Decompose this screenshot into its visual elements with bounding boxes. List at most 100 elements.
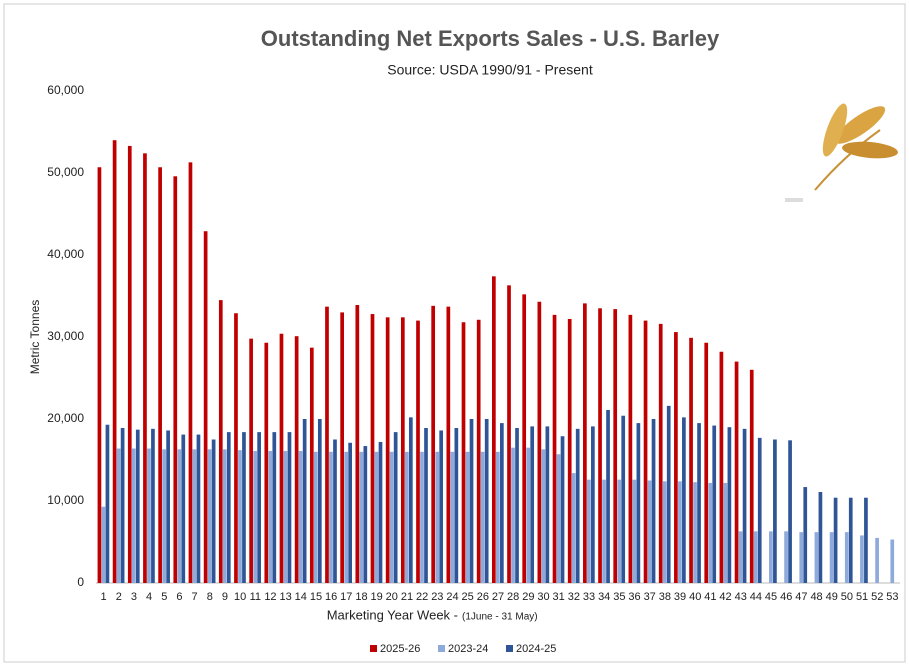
bar xyxy=(106,425,110,583)
bar xyxy=(394,432,398,583)
bar xyxy=(561,436,565,583)
bar xyxy=(348,443,352,583)
y-tick-label: 50,000 xyxy=(47,165,84,179)
bar xyxy=(784,531,788,583)
bar xyxy=(557,454,561,583)
bar xyxy=(379,442,383,583)
x-tick-label: 22 xyxy=(416,591,428,603)
legend-label: 2025-26 xyxy=(380,643,420,655)
bar xyxy=(845,532,849,583)
bar xyxy=(234,313,238,583)
bar xyxy=(819,492,823,583)
bar xyxy=(219,300,223,583)
bar xyxy=(477,320,481,583)
bar xyxy=(583,303,587,583)
bar xyxy=(329,452,333,583)
bar xyxy=(151,429,155,583)
bar xyxy=(435,452,439,583)
x-tick-label: 10 xyxy=(234,591,246,603)
y-tick-label: 10,000 xyxy=(47,493,84,507)
bar xyxy=(522,294,526,583)
bar xyxy=(637,423,641,583)
bar xyxy=(667,406,671,583)
bar xyxy=(299,451,303,583)
bar xyxy=(606,410,610,583)
bar xyxy=(864,498,868,583)
bar xyxy=(288,432,292,583)
bar xyxy=(572,473,576,583)
bar xyxy=(371,314,375,583)
x-tick-label: 33 xyxy=(583,591,595,603)
bar xyxy=(546,426,550,583)
x-tick-label: 21 xyxy=(401,591,413,603)
bar xyxy=(678,481,682,583)
bar xyxy=(204,231,208,583)
bar xyxy=(712,426,716,583)
bar xyxy=(344,452,348,583)
bar xyxy=(439,430,443,583)
x-tick-label: 31 xyxy=(553,591,565,603)
bar xyxy=(375,452,379,583)
bar xyxy=(617,480,621,583)
bar xyxy=(310,348,314,583)
x-tick-label: 9 xyxy=(222,591,228,603)
bar xyxy=(773,440,777,584)
bar xyxy=(355,305,359,583)
bar xyxy=(227,432,231,583)
x-tick-label: 2 xyxy=(116,591,122,603)
y-tick-label: 60,000 xyxy=(47,83,84,97)
bar xyxy=(507,285,511,583)
x-tick-label: 34 xyxy=(598,591,610,603)
bar xyxy=(333,440,337,584)
x-tick-label: 30 xyxy=(537,591,549,603)
x-tick-label: 42 xyxy=(719,591,731,603)
x-tick-label: 8 xyxy=(207,591,213,603)
x-tick-label: 45 xyxy=(765,591,777,603)
x-tick-label: 35 xyxy=(613,591,625,603)
bar xyxy=(318,419,322,583)
bar xyxy=(212,440,216,584)
bar xyxy=(511,448,515,583)
bar xyxy=(208,449,212,583)
bar xyxy=(280,334,284,583)
bar xyxy=(633,480,637,583)
y-tick-label: 20,000 xyxy=(47,411,84,425)
x-tick-label: 53 xyxy=(886,591,898,603)
x-tick-label: 36 xyxy=(628,591,640,603)
chart: Outstanding Net Exports Sales - U.S. Bar… xyxy=(0,0,909,666)
bar xyxy=(143,153,147,583)
bar xyxy=(689,338,693,583)
bar xyxy=(875,538,879,583)
x-tick-label: 37 xyxy=(644,591,656,603)
bar xyxy=(446,307,450,583)
bar xyxy=(416,321,420,583)
x-tick-label: 23 xyxy=(431,591,443,603)
bar xyxy=(568,319,572,583)
bar xyxy=(223,449,227,583)
bar xyxy=(268,451,272,583)
x-tick-label: 6 xyxy=(176,591,182,603)
bar xyxy=(314,452,318,583)
bar xyxy=(652,419,656,583)
bar xyxy=(409,417,413,583)
bar xyxy=(466,452,470,583)
x-tick-label: 38 xyxy=(659,591,671,603)
x-tick-label: 39 xyxy=(674,591,686,603)
bar xyxy=(644,321,648,583)
x-tick-label: 41 xyxy=(704,591,716,603)
bar xyxy=(724,483,728,583)
x-tick-label: 17 xyxy=(340,591,352,603)
bar xyxy=(587,480,591,583)
x-tick-label: 46 xyxy=(780,591,792,603)
bar xyxy=(462,322,466,583)
x-tick-label: 52 xyxy=(871,591,883,603)
bar xyxy=(136,430,140,583)
x-tick-label: 11 xyxy=(250,591,261,603)
bar xyxy=(576,429,580,583)
bar xyxy=(682,417,686,583)
legend-swatch xyxy=(438,645,445,652)
bar xyxy=(189,162,193,583)
bar xyxy=(454,428,458,583)
bar xyxy=(340,312,344,583)
y-tick-label: 30,000 xyxy=(47,329,84,343)
